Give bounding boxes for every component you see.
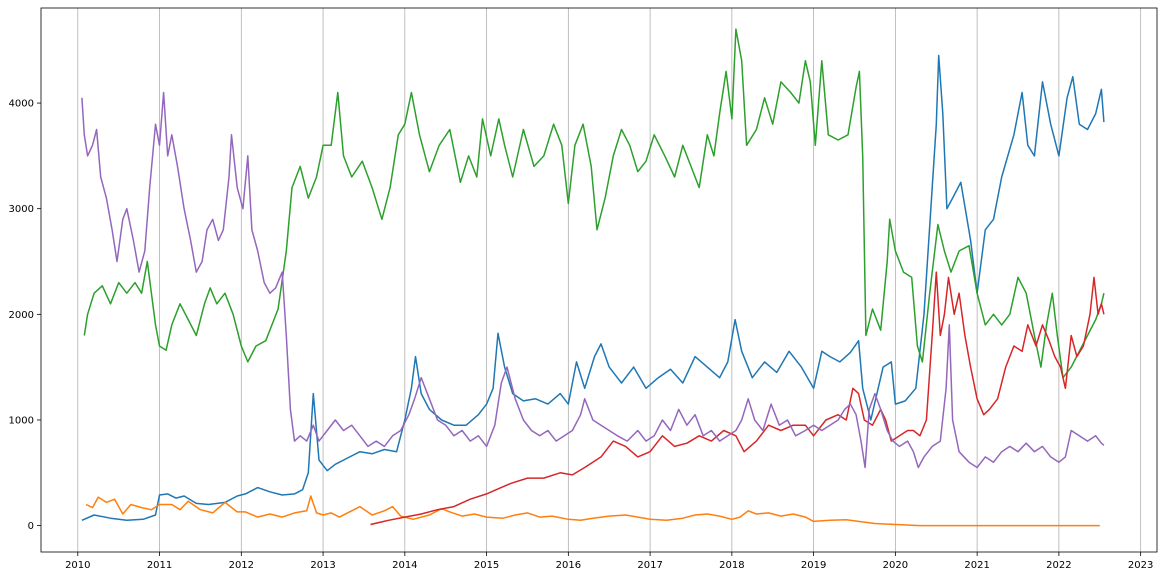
x-tick-label: 2012 [229,560,254,571]
x-tick-label: 2015 [474,560,499,571]
x-tick-label: 2021 [964,560,989,571]
x-axis-ticks: 2010 2011 2012 2013 2014 2015 2016 2017 2018 2019… [65,552,1153,571]
y-tick-label: 4000 [9,99,34,110]
series-line-5 [81,91,1105,469]
x-tick-label: 2011 [147,560,172,571]
x-tick-label: 2023 [1128,560,1153,571]
x-tick-label: 2017 [637,560,662,571]
x-tick-label: 2016 [556,560,581,571]
y-tick-label: 1000 [9,415,34,426]
x-tick-label: 2010 [65,560,90,571]
series-line-3 [83,28,1105,379]
series-lines [81,28,1105,527]
series-line-4 [370,271,1105,526]
x-tick-label: 2018 [719,560,744,571]
x-tick-label: 2020 [883,560,908,571]
plot-frame [40,7,1158,553]
x-tick-label: 2014 [392,560,417,571]
series-line-1 [81,54,1105,522]
vertical-grid [77,8,1142,552]
x-tick-label: 2022 [1046,560,1071,571]
x-tick-label: 2019 [801,560,826,571]
y-axis-ticks: 0 1000 2000 3000 4000 [9,99,41,532]
series-line-2 [85,495,1100,527]
y-tick-label: 0 [28,521,34,532]
x-tick-label: 2013 [310,560,335,571]
y-tick-label: 2000 [9,310,34,321]
y-tick-label: 3000 [9,204,34,215]
